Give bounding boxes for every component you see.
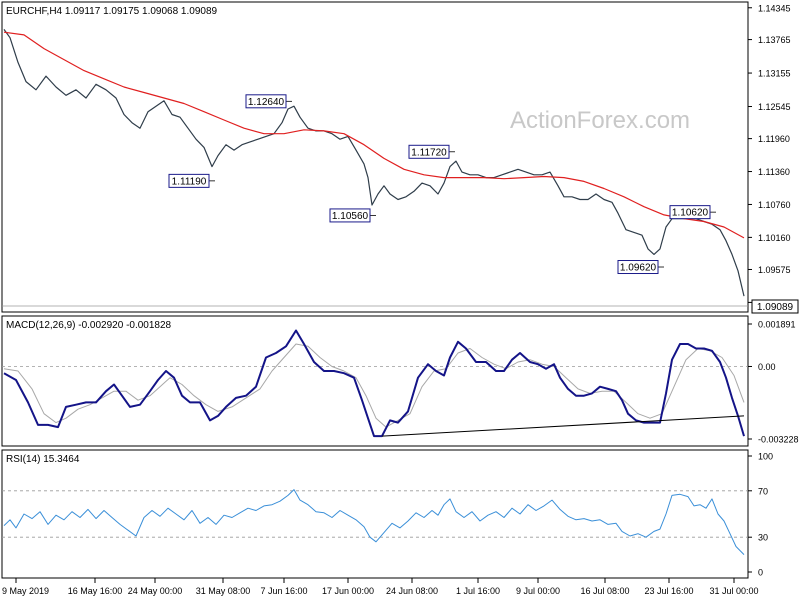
x-tick-label: 9 May 2019 — [2, 586, 49, 596]
price-panel-title: EURCHF,H4 1.09117 1.09175 1.09068 1.0908… — [6, 6, 218, 17]
x-tick-label: 16 May 16:00 — [68, 586, 123, 596]
x-tick-label: 17 Jun 00:00 — [322, 586, 374, 596]
rsi-tick-label: 0 — [758, 568, 763, 578]
annotation-label: 1.09620 — [620, 263, 657, 274]
moving-average-line — [3, 31, 745, 239]
macd-y-axis: 0.001891 0.00 -0.003228 — [748, 320, 799, 445]
price-panel: ActionForex.com EURCHF,H4 1.09117 1.0917… — [1, 1, 799, 314]
price-level-annotation: 1.10560 — [329, 208, 376, 223]
price-tick-label: 1.11360 — [758, 167, 790, 177]
annotation-label: 1.12640 — [248, 97, 285, 108]
x-tick-label: 1 Jul 16:00 — [456, 586, 500, 596]
macd-trendline — [381, 415, 745, 437]
rsi-series — [2, 489, 748, 555]
macd-tick-label: -0.003228 — [758, 435, 799, 445]
price-tick-label: 1.13155 — [758, 69, 791, 79]
x-tick-label: 31 Jul 00:00 — [709, 586, 758, 596]
price-level-annotation: 1.11720 — [408, 144, 455, 159]
price-tick-label: 1.13765 — [758, 35, 791, 45]
price-y-axis: 1.14345 1.13765 1.13155 1.12545 1.11960 1.113… — [748, 3, 791, 308]
annotation-box — [408, 144, 450, 159]
price-level-annotation: 1.10620 — [669, 205, 716, 220]
x-tick-label: 24 Jun 08:00 — [386, 586, 438, 596]
annotation-box — [617, 260, 659, 275]
rsi-tick-label: 70 — [758, 486, 768, 496]
annotation-label: 1.10620 — [672, 208, 709, 219]
macd-panel-title: MACD(12,26,9) -0.002920 -0.001828 — [6, 320, 172, 331]
macd-panel: MACD(12,26,9) -0.002920 -0.001828 0.0018… — [1, 315, 799, 447]
price-tick-label: 1.12545 — [758, 102, 791, 112]
annotation-box — [245, 94, 287, 109]
x-tick-label: 16 Jul 08:00 — [580, 586, 629, 596]
price-annotations: 1.12640 1.11190 1.10560 1.11720 1.10620 1.096… — [168, 94, 716, 275]
annotation-label: 1.10560 — [332, 211, 369, 222]
price-tick-label: 1.10160 — [758, 233, 791, 243]
price-tick-label: 1.11960 — [758, 134, 790, 144]
price-tick-label: 1.09575 — [758, 265, 791, 275]
annotation-label: 1.11190 — [172, 176, 207, 187]
macd-series — [2, 329, 748, 438]
x-tick-label: 23 Jul 16:00 — [644, 586, 693, 596]
price-level-annotation: 1.11190 — [168, 173, 215, 188]
x-tick-label: 24 May 00:00 — [128, 586, 183, 596]
rsi-line — [3, 489, 745, 555]
annotation-box — [168, 173, 210, 188]
x-axis: 9 May 2019 16 May 16:00 24 May 00:00 31 May… — [2, 578, 759, 596]
rsi-panel: RSI(14) 15.3464 100 70 30 0 — [1, 449, 773, 579]
price-tick-label: 1.10760 — [758, 200, 791, 210]
rsi-y-axis: 100 70 30 0 — [748, 452, 773, 578]
rsi-tick-label: 30 — [758, 533, 768, 543]
x-tick-label: 9 Jul 00:00 — [516, 586, 560, 596]
last-price-label: 1.09089 — [757, 302, 794, 313]
macd-tick-label: 0.001891 — [758, 320, 796, 330]
price-level-annotation: 1.12640 — [245, 94, 292, 109]
annotation-label: 1.11720 — [411, 147, 447, 158]
annotation-box — [669, 205, 711, 220]
price-level-annotation: 1.09620 — [617, 260, 664, 275]
rsi-panel-title: RSI(14) 15.3464 — [6, 454, 80, 465]
price-series — [3, 29, 745, 297]
annotation-box — [329, 208, 371, 223]
watermark: ActionForex.com — [510, 107, 690, 134]
macd-tick-label: 0.00 — [758, 362, 776, 372]
x-tick-label: 7 Jun 16:00 — [260, 586, 307, 596]
x-tick-label: 31 May 08:00 — [196, 586, 251, 596]
rsi-tick-label: 100 — [758, 452, 773, 462]
price-line — [3, 29, 745, 297]
price-tick-label: 1.14345 — [758, 3, 791, 13]
last-price-box: 1.09089 — [751, 299, 799, 314]
